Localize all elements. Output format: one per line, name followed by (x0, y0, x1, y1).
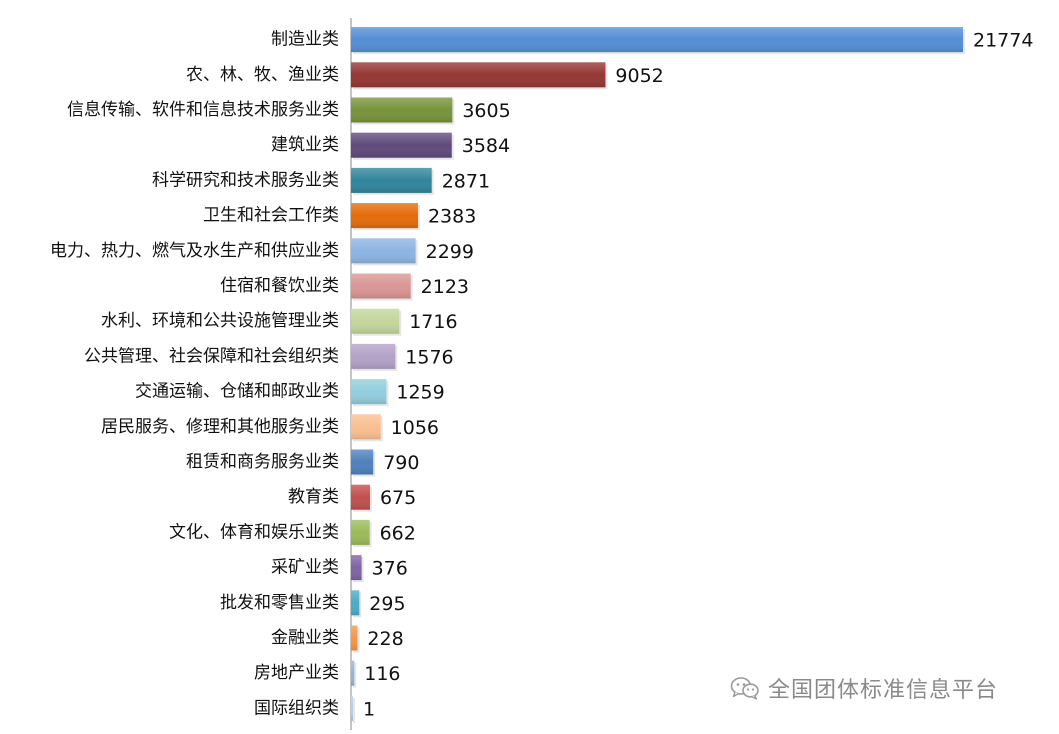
bar-gloss (351, 97, 453, 123)
category-tick-label: 电力、热力、燃气及水生产和供应业类 (50, 241, 339, 261)
bar (351, 97, 455, 125)
bar-value-label: 662 (380, 522, 416, 544)
bar (351, 660, 357, 688)
bar-gloss (351, 167, 432, 193)
bar (351, 590, 362, 618)
bar (351, 343, 398, 371)
bar-gloss (351, 625, 358, 651)
bar (351, 379, 389, 407)
bar-value-label: 3584 (462, 135, 510, 157)
bar (351, 449, 376, 477)
category-tick-label: 居民服务、修理和其他服务业类 (101, 417, 339, 437)
category-tick-label: 公共管理、社会保障和社会组织类 (84, 346, 339, 366)
wechat-icon (730, 677, 759, 700)
bar-gloss (351, 555, 362, 581)
bar-gloss (351, 273, 411, 299)
bar-gloss (351, 62, 606, 88)
bar (351, 27, 965, 55)
bar (351, 167, 434, 195)
category-tick-label: 采矿业类 (271, 558, 339, 578)
bar-value-label: 376 (372, 558, 408, 580)
bar-value-label: 1 (363, 698, 375, 720)
bar (351, 132, 454, 160)
bar-value-label: 675 (380, 487, 416, 509)
bar-value-label: 1056 (391, 417, 439, 439)
category-tick-label: 住宿和餐饮业类 (220, 276, 339, 296)
bar (351, 625, 360, 653)
bar-gloss (351, 343, 396, 369)
bar-gloss (351, 238, 416, 264)
category-tick-label: 水利、环境和公共设施管理业类 (101, 311, 339, 331)
bar-value-label: 1716 (409, 311, 457, 333)
bar (351, 519, 372, 547)
category-tick-label: 批发和零售业类 (220, 593, 339, 613)
bar-gloss (351, 132, 452, 158)
bar-gloss (351, 414, 381, 440)
watermark: 全国团体标准信息平台 (730, 672, 998, 704)
bar-gloss (351, 660, 355, 686)
category-tick-label: 建筑业类 (271, 135, 339, 155)
category-tick-label: 农、林、牧、渔业类 (186, 65, 339, 85)
bar-gloss (351, 379, 387, 405)
bar (351, 414, 383, 442)
bar (351, 203, 420, 231)
bar-gloss (351, 590, 360, 616)
bar-shadow (353, 697, 355, 723)
category-tick-label: 文化、体育和娱乐业类 (169, 522, 339, 542)
bar-gloss (351, 695, 353, 721)
bar (351, 308, 402, 336)
bar-gloss (351, 484, 370, 510)
bar-value-label: 295 (369, 593, 405, 615)
category-tick-label: 卫生和社会工作类 (203, 206, 339, 226)
bar-value-label: 2123 (421, 276, 469, 298)
bar (351, 555, 364, 583)
bar (351, 238, 418, 266)
bar (351, 273, 413, 301)
watermark-text: 全国团体标准信息平台 (768, 678, 999, 703)
category-tick-label: 教育类 (288, 487, 339, 507)
bar-value-label: 2383 (428, 206, 476, 228)
category-tick-label: 交通运输、仓储和邮政业类 (135, 382, 339, 402)
category-tick-label: 金融业类 (271, 628, 339, 648)
bar-gloss (351, 203, 418, 229)
bar-gloss (351, 519, 370, 545)
bar-value-label: 9052 (615, 65, 663, 87)
bar-value-label: 1576 (405, 346, 453, 368)
bar-gloss (351, 27, 963, 53)
bar-value-label: 228 (367, 628, 403, 650)
bar (351, 484, 372, 512)
bar-gloss (351, 449, 374, 475)
bar-value-label: 1259 (396, 382, 444, 404)
bar-value-label: 116 (364, 663, 400, 685)
category-tick-label: 租赁和商务服务业类 (186, 452, 339, 472)
bar-value-label: 2299 (426, 241, 474, 263)
category-tick-label: 制造业类 (271, 30, 339, 50)
bar-value-label: 3605 (462, 100, 510, 122)
bar (351, 62, 608, 90)
bar-value-label: 790 (383, 452, 419, 474)
category-tick-label: 科学研究和技术服务业类 (152, 170, 339, 190)
bar-value-label: 2871 (442, 170, 490, 192)
category-tick-label: 房地产业类 (254, 663, 339, 683)
category-tick-label: 信息传输、软件和信息技术服务业类 (67, 100, 339, 120)
bar-value-label: 21774 (973, 30, 1033, 52)
bar (351, 695, 355, 723)
bar-gloss (351, 308, 400, 334)
category-tick-label: 国际组织类 (254, 698, 339, 718)
bar-shadow (353, 662, 357, 688)
